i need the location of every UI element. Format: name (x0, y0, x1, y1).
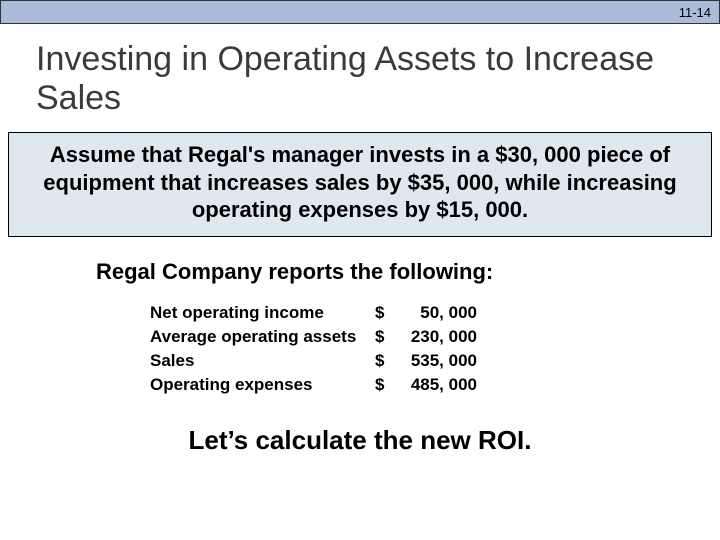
financials-table: Net operating income $ 50, 000 Average o… (0, 303, 720, 395)
fin-row-value: 50, 000 (397, 303, 477, 323)
currency-symbol: $ (375, 303, 397, 323)
assumption-box: Assume that Regal's manager invests in a… (8, 132, 712, 237)
subheading: Regal Company reports the following: (0, 237, 720, 303)
fin-row-value: 535, 000 (397, 351, 477, 371)
header-bar: 11-14 (0, 0, 720, 24)
currency-symbol: $ (375, 327, 397, 347)
slide-title: Investing in Operating Assets to Increas… (0, 24, 720, 132)
fin-row-label: Sales (150, 351, 375, 371)
fin-row-value: 485, 000 (397, 375, 477, 395)
fin-row-label: Average operating assets (150, 327, 375, 347)
fin-row-value: 230, 000 (397, 327, 477, 347)
currency-symbol: $ (375, 375, 397, 395)
fin-row-label: Net operating income (150, 303, 375, 323)
page-number: 11-14 (679, 5, 711, 20)
currency-symbol: $ (375, 351, 397, 371)
closing-statement: Let’s calculate the new ROI. (0, 395, 720, 456)
fin-row-label: Operating expenses (150, 375, 375, 395)
